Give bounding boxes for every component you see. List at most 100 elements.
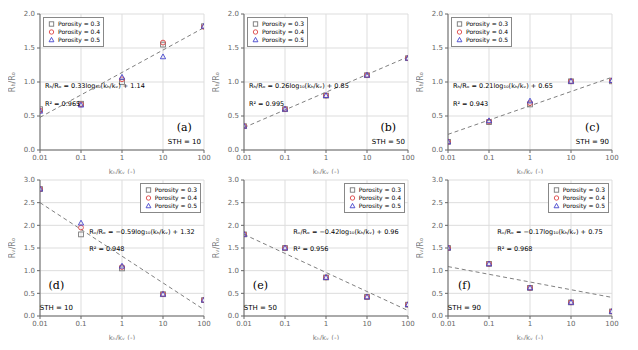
html-text:R² = 0.968: R² = 0.968 [497, 245, 533, 254]
html-text:STH = 10: STH = 10 [167, 137, 201, 146]
svg-text:1.5: 1.5 [228, 244, 239, 252]
svg-text:1.0: 1.0 [228, 267, 239, 275]
svg-text:1: 1 [324, 320, 328, 328]
svg-text:Rᵥ/Rₒ: Rᵥ/Rₒ [8, 238, 17, 258]
svg-text:1.0: 1.0 [432, 78, 443, 86]
svg-text:0.1: 0.1 [75, 154, 86, 162]
svg-text:kₕ/kᵥ (-): kₕ/kᵥ (-) [517, 168, 544, 174]
html-text:STH = 90: STH = 90 [575, 137, 609, 146]
html-text:STH = 50: STH = 50 [371, 137, 405, 146]
svg-text:kₕ/kᵥ (-): kₕ/kᵥ (-) [313, 334, 340, 340]
svg-text:0.0: 0.0 [432, 146, 443, 154]
svg-text:1: 1 [120, 154, 124, 162]
svg-text:10: 10 [159, 320, 168, 328]
svg-text:10: 10 [159, 154, 168, 162]
html-text:Rₕ/Rₒ = 0.33log₁₀(kₕ/kᵥ) + 1.1: Rₕ/Rₒ = 0.33log₁₀(kₕ/kᵥ) + 1.14 [44, 82, 145, 90]
svg-text:0.0: 0.0 [228, 146, 239, 154]
svg-text:kₕ/kᵥ (-): kₕ/kᵥ (-) [313, 168, 340, 174]
svg-text:0.5: 0.5 [432, 112, 443, 120]
svg-text:2.5: 2.5 [24, 199, 35, 207]
html-text:(a): (a) [176, 120, 192, 134]
svg-text:1.5: 1.5 [24, 44, 35, 52]
svg-text:0.01: 0.01 [440, 154, 456, 162]
svg-text:100: 100 [197, 154, 210, 162]
html-text:R² = 0.943: R² = 0.943 [452, 99, 489, 108]
svg-text:0.1: 0.1 [279, 154, 290, 162]
html-text:(b): (b) [380, 120, 397, 134]
html-text:STH = 50: STH = 50 [243, 303, 277, 312]
svg-text:3.0: 3.0 [432, 176, 443, 184]
html-text:Rᵥ/Rₒ = −0.17log₁₀(kₕ/kᵥ) + 0.: Rᵥ/Rₒ = −0.17log₁₀(kₕ/kᵥ) + 0.75 [497, 227, 603, 236]
svg-text:2.5: 2.5 [432, 199, 443, 207]
svg-text:1.5: 1.5 [432, 44, 443, 52]
svg-text:0.0: 0.0 [24, 312, 35, 320]
svg-text:2.0: 2.0 [228, 222, 239, 230]
svg-text:2.0: 2.0 [432, 222, 443, 230]
svg-text:1: 1 [324, 154, 328, 162]
svg-text:2.0: 2.0 [24, 222, 35, 230]
svg-text:1: 1 [528, 154, 532, 162]
html-text:(d): (d) [48, 278, 65, 292]
svg-text:2.0: 2.0 [228, 10, 239, 18]
svg-text:2.5: 2.5 [228, 199, 239, 207]
html-text:STH = 90: STH = 90 [447, 303, 481, 312]
svg-text:kₕ/kᵥ (-): kₕ/kᵥ (-) [109, 334, 136, 340]
svg-text:3.0: 3.0 [24, 176, 35, 184]
svg-text:Rₕ/Rₒ: Rₕ/Rₒ [416, 72, 425, 92]
html-text:R² = 0.995: R² = 0.995 [248, 99, 285, 108]
svg-text:1.5: 1.5 [432, 244, 443, 252]
svg-text:0.01: 0.01 [236, 154, 252, 162]
svg-text:10: 10 [567, 154, 576, 162]
svg-text:0.1: 0.1 [483, 154, 494, 162]
svg-text:10: 10 [567, 320, 576, 328]
html-text:R² = 0.956: R² = 0.956 [293, 245, 329, 254]
svg-text:Rₕ/Rₒ: Rₕ/Rₒ [212, 72, 221, 92]
svg-text:3.0: 3.0 [228, 176, 239, 184]
svg-text:kₕ/kᵥ (-): kₕ/kᵥ (-) [109, 168, 136, 174]
svg-text:1: 1 [120, 320, 124, 328]
svg-text:0.5: 0.5 [228, 290, 239, 298]
svg-text:0.01: 0.01 [32, 320, 48, 328]
html-text:R² = 0.948: R² = 0.948 [89, 245, 125, 254]
svg-text:1: 1 [528, 320, 532, 328]
svg-text:0.01: 0.01 [236, 320, 252, 328]
svg-text:1.0: 1.0 [24, 267, 35, 275]
svg-text:0.1: 0.1 [75, 320, 86, 328]
html-text:STH = 10: STH = 10 [39, 303, 73, 312]
svg-text:10: 10 [363, 154, 372, 162]
svg-text:100: 100 [605, 320, 618, 328]
html-text:Rᵥ/Rₒ = −0.42log₁₀(kₕ/kᵥ) + 0.: Rᵥ/Rₒ = −0.42log₁₀(kₕ/kᵥ) + 0.96 [293, 227, 399, 236]
svg-text:0.5: 0.5 [24, 290, 35, 298]
svg-text:0.1: 0.1 [483, 320, 494, 328]
svg-text:0.0: 0.0 [432, 312, 443, 320]
html-text:Rᵥ/Rₒ = −0.59log₁₀(kₕ/kᵥ) + 1.: Rᵥ/Rₒ = −0.59log₁₀(kₕ/kᵥ) + 1.32 [89, 227, 195, 236]
svg-text:0.5: 0.5 [24, 112, 35, 120]
svg-text:0.01: 0.01 [32, 154, 48, 162]
svg-text:0.01: 0.01 [440, 320, 456, 328]
svg-text:100: 100 [197, 320, 210, 328]
html-text:(e): (e) [252, 278, 268, 292]
svg-text:0.0: 0.0 [228, 312, 239, 320]
html-text:R² = 0.965: R² = 0.965 [44, 99, 81, 108]
svg-text:10: 10 [363, 320, 372, 328]
svg-text:1.0: 1.0 [228, 78, 239, 86]
svg-text:100: 100 [401, 154, 414, 162]
svg-text:kₕ/kᵥ (-): kₕ/kᵥ (-) [517, 334, 544, 340]
svg-text:Rᵥ/Rₒ: Rᵥ/Rₒ [416, 238, 425, 258]
html-text:(c): (c) [584, 120, 600, 134]
svg-text:0.5: 0.5 [228, 112, 239, 120]
svg-text:Rₕ/Rₒ: Rₕ/Rₒ [8, 72, 17, 92]
svg-text:1.0: 1.0 [24, 78, 35, 86]
svg-text:0.5: 0.5 [432, 290, 443, 298]
svg-text:1.0: 1.0 [432, 267, 443, 275]
svg-text:Rᵥ/Rₒ: Rᵥ/Rₒ [212, 238, 221, 258]
svg-text:0.0: 0.0 [24, 146, 35, 154]
svg-text:2.0: 2.0 [24, 10, 35, 18]
svg-text:1.5: 1.5 [24, 244, 35, 252]
svg-text:1.5: 1.5 [228, 44, 239, 52]
svg-text:100: 100 [605, 154, 618, 162]
svg-text:100: 100 [401, 320, 414, 328]
html-text:(f): (f) [458, 278, 471, 292]
svg-text:0.1: 0.1 [279, 320, 290, 328]
svg-text:2.0: 2.0 [432, 10, 443, 18]
